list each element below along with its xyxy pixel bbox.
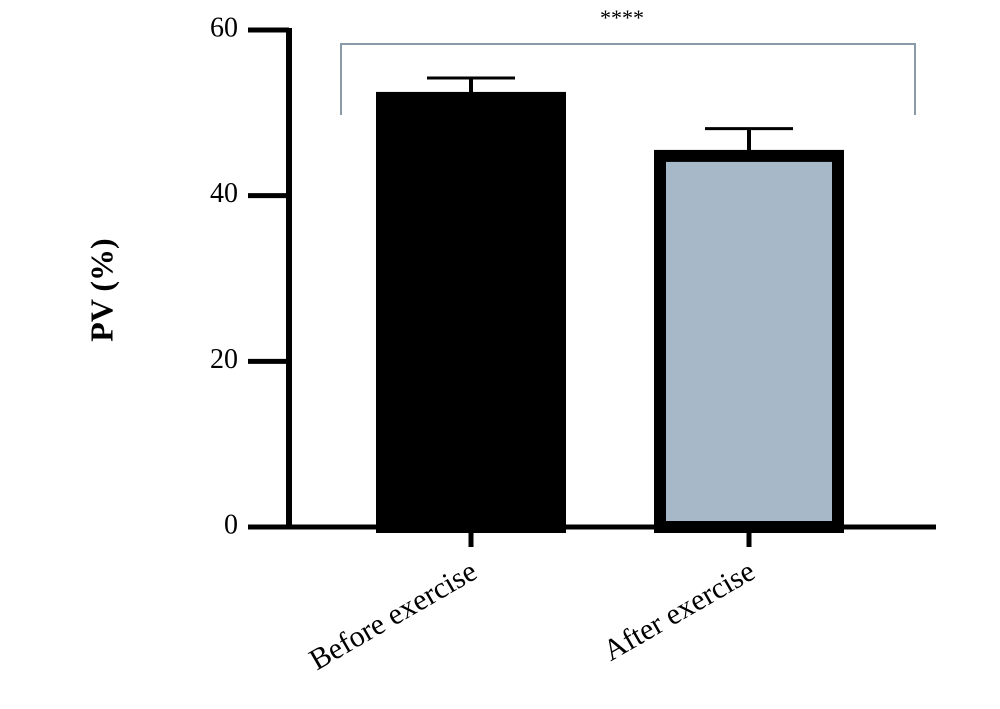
x-tick-label: After exercise — [598, 554, 761, 667]
y-tick-label: 0 — [224, 509, 238, 540]
y-tick-label: 20 — [210, 344, 238, 375]
y-tick-label: 40 — [210, 178, 238, 209]
bar — [376, 91, 566, 533]
significance-bracket — [340, 43, 916, 115]
y-axis-label: PV (%) — [83, 238, 119, 341]
y-tick-label: 60 — [210, 12, 238, 43]
x-tick-label: Before exercise — [304, 554, 483, 676]
significance-label: **** — [600, 5, 644, 30]
bar — [654, 149, 844, 533]
